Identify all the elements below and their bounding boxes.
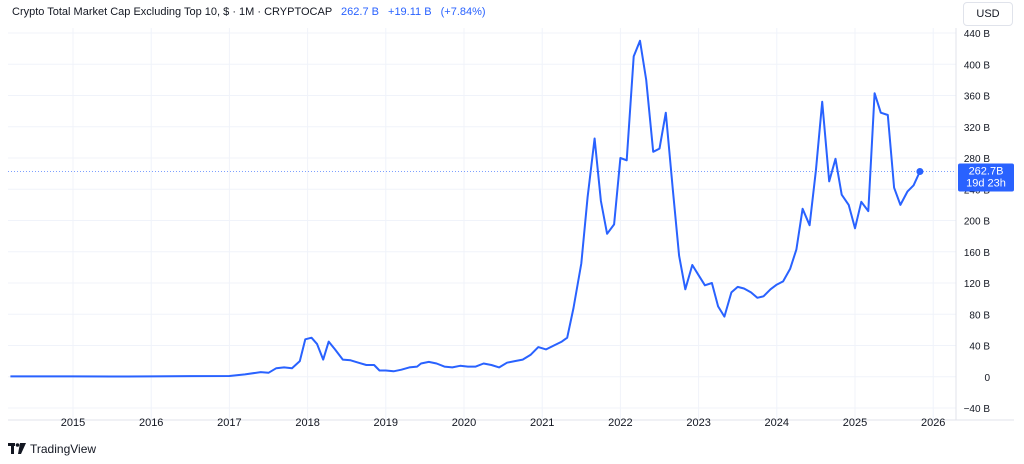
y-tick-label: 400 B xyxy=(964,60,990,71)
x-tick-label: 2016 xyxy=(139,417,163,429)
tradingview-logo[interactable]: TradingView xyxy=(8,442,96,456)
series-line xyxy=(10,39,921,378)
y-tick-label: 200 B xyxy=(964,217,990,228)
y-tick-label: 80 B xyxy=(969,310,990,321)
symbol-values: 262.7 B +19.11 B (+7.84%) xyxy=(341,6,492,18)
price-tag-countdown: 19d 23h xyxy=(966,178,1006,190)
y-tick-label: −40 B xyxy=(964,404,991,415)
y-tick-label: 320 B xyxy=(964,123,990,134)
chart-grid xyxy=(8,28,956,420)
y-tick-label: 440 B xyxy=(964,29,990,40)
last-point-marker xyxy=(916,168,924,176)
price-tag: 262.7B 19d 23h xyxy=(958,163,1014,192)
y-tick-label: 120 B xyxy=(964,279,990,290)
chart-legend-header: Crypto Total Market Cap Excluding Top 10… xyxy=(12,6,492,18)
symbol-title[interactable]: Crypto Total Market Cap Excluding Top 10… xyxy=(12,6,332,18)
y-tick-label: 160 B xyxy=(964,248,990,259)
currency-button[interactable]: USD xyxy=(963,2,1013,26)
tradingview-logo-icon xyxy=(8,443,26,454)
x-tick-label: 2019 xyxy=(374,417,398,429)
x-tick-label: 2023 xyxy=(686,417,710,429)
x-tick-label: 2017 xyxy=(217,417,241,429)
x-tick-label: 2025 xyxy=(843,417,867,429)
y-tick-label: 280 B xyxy=(964,154,990,165)
brand-name: TradingView xyxy=(30,442,97,456)
x-tick-label: 2024 xyxy=(765,417,789,429)
x-tick-label: 2021 xyxy=(530,417,554,429)
x-axis[interactable]: 2015 2016 2017 2018 2019 2020 2021 2022 2023 2024… xyxy=(61,417,946,429)
y-tick-label: 0 xyxy=(984,373,990,384)
change-value: +19.11 B xyxy=(388,6,432,18)
price-tag-value: 262.7B xyxy=(969,166,1004,178)
x-tick-label: 2022 xyxy=(608,417,632,429)
x-tick-label: 2018 xyxy=(295,417,319,429)
y-tick-label: 360 B xyxy=(964,92,990,103)
change-percent: (+7.84%) xyxy=(440,6,486,18)
x-tick-label: 2026 xyxy=(921,417,945,429)
x-tick-label: 2020 xyxy=(452,417,476,429)
x-tick-label: 2015 xyxy=(61,417,85,429)
y-tick-label: 40 B xyxy=(969,342,990,353)
last-value: 262.7 B xyxy=(341,6,379,18)
